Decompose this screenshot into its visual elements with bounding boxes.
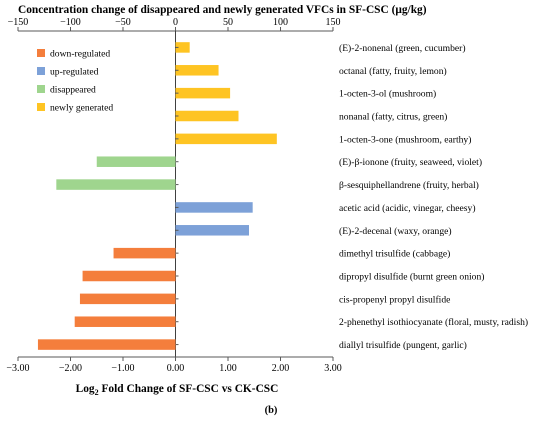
bar — [175, 65, 219, 76]
bottom-tick-label: 2.00 — [272, 363, 290, 374]
category-label: (E)-2-decenal (waxy, orange) — [339, 226, 452, 237]
bar — [56, 179, 176, 190]
x-axis-label-main: Log — [76, 383, 95, 395]
chart-title: Concentration change of disappeared and … — [18, 4, 427, 16]
top-axis: −150 −100 −50 0 50 100 150 — [8, 17, 341, 32]
category-label: 1-octen-3-ol (mushroom) — [339, 89, 436, 100]
bar — [113, 247, 176, 259]
x-axis-label-subscript: 2 — [95, 388, 99, 397]
legend-swatch — [37, 85, 45, 93]
bar — [82, 270, 176, 282]
legend-label: down-regulated — [50, 49, 110, 60]
bottom-tick-label: 1.00 — [219, 363, 237, 374]
top-tick-label: 100 — [273, 17, 288, 28]
bottom-tick-label: −1.00 — [111, 363, 134, 374]
bar — [175, 87, 231, 99]
legend-label: newly generated — [50, 103, 113, 114]
top-tick-label: −150 — [8, 17, 29, 28]
category-label: nonanal (fatty, citrus, green) — [339, 112, 447, 123]
bottom-tick-label: 0.00 — [167, 363, 185, 374]
category-label: dimethyl trisulfide (cabbage) — [339, 249, 450, 260]
category-labels: (E)-2-nonenal (green, cucumber) octanal (… — [339, 43, 528, 351]
bottom-tick-label: 3.00 — [324, 363, 342, 374]
bar — [175, 42, 190, 53]
category-label: octanal (fatty, fruity, lemon) — [339, 66, 447, 77]
bar — [74, 316, 176, 327]
legend-swatch — [37, 49, 45, 57]
bottom-axis: −3.00 −2.00 −1.00 0.00 1.00 2.00 3.00 — [6, 356, 342, 374]
panel-label: (b) — [265, 405, 278, 416]
legend-swatch — [37, 67, 45, 75]
top-tick-label: 0 — [173, 17, 178, 28]
bar — [79, 293, 176, 305]
top-tick-label: −100 — [60, 17, 81, 28]
bar — [175, 225, 249, 236]
category-label: acetic acid (acidic, vinegar, cheesy) — [339, 203, 476, 214]
top-tick-label: 150 — [326, 17, 341, 28]
category-label: β-sesquiphellandrene (fruity, herbal) — [339, 180, 479, 191]
bottom-tick-label: −3.00 — [6, 363, 29, 374]
category-label: diallyl trisulfide (pungent, garlic) — [339, 340, 467, 351]
bar — [96, 156, 176, 167]
bar — [175, 110, 239, 122]
x-axis-label: Log2 Fold Change of SF-CSC vs CK-CSC — [76, 383, 279, 397]
legend-swatch — [37, 103, 45, 111]
category-label: 2-phenethyl isothiocyanate (floral, must… — [339, 317, 528, 328]
bars — [37, 31, 277, 357]
bar — [175, 133, 277, 145]
bar — [37, 339, 176, 350]
legend-label: up-regulated — [50, 67, 99, 78]
bar — [175, 202, 253, 213]
category-label: (E)-β-ionone (fruity, seaweed, violet) — [339, 157, 482, 168]
category-label: 1-octen-3-one (mushroom, earthy) — [339, 134, 471, 145]
x-axis-label-rest: Fold Change of SF-CSC vs CK-CSC — [99, 383, 279, 395]
category-label: dipropyl disulfide (burnt green onion) — [339, 272, 484, 283]
legend: down-regulated up-regulated disappeared new… — [37, 49, 113, 114]
top-tick-label: −50 — [115, 17, 131, 28]
bottom-tick-label: −2.00 — [59, 363, 82, 374]
legend-label: disappeared — [50, 85, 96, 96]
category-label: cis-propenyl propyl disulfide — [339, 294, 450, 305]
category-label: (E)-2-nonenal (green, cucumber) — [339, 43, 466, 54]
top-tick-label: 50 — [223, 17, 233, 28]
